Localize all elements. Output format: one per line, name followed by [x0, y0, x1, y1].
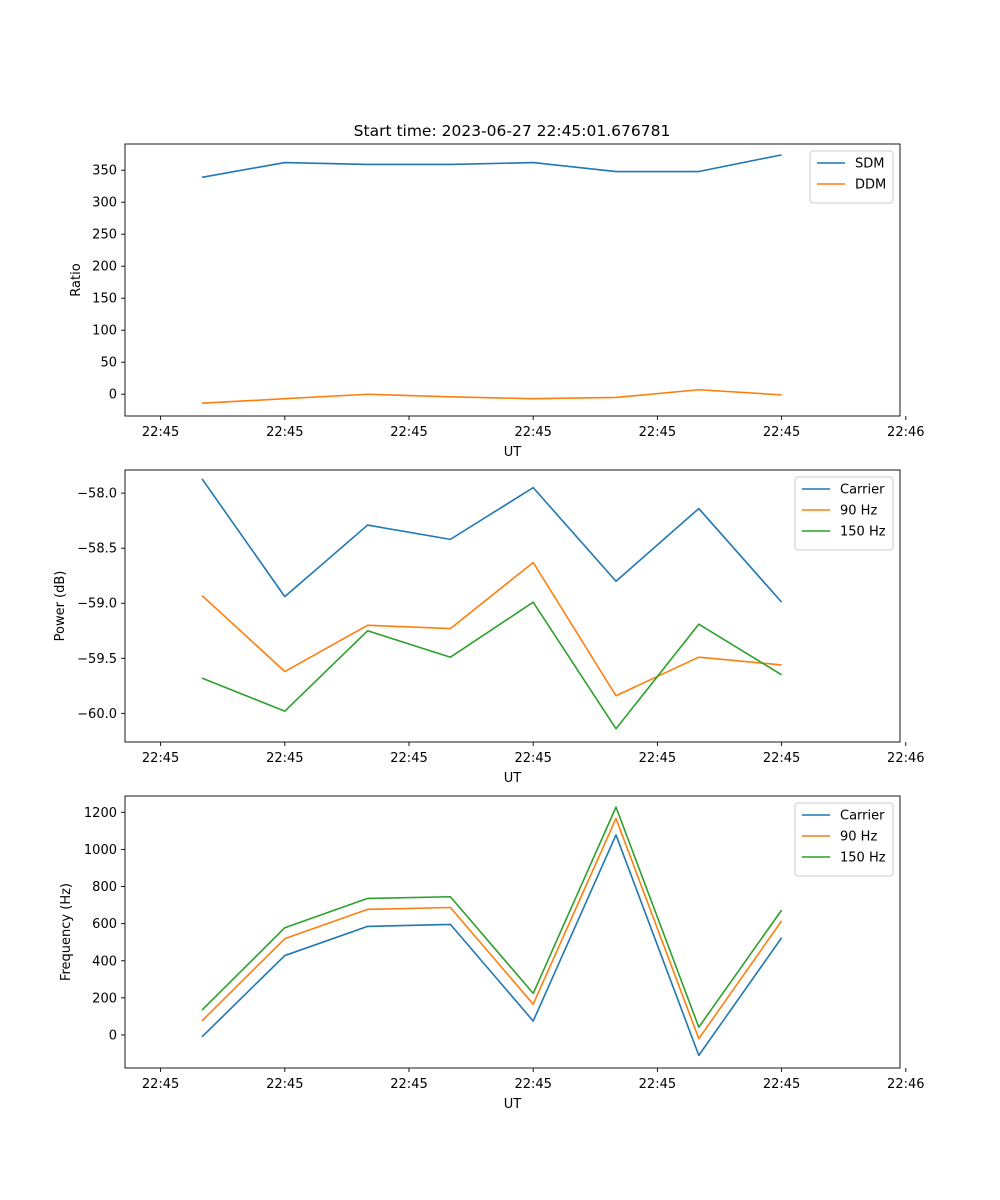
- axes-frame: [124, 469, 901, 743]
- axes-frame: [124, 795, 901, 1069]
- y-tick-label: −60.0: [77, 707, 117, 722]
- legend-entry: 90 Hz: [840, 504, 877, 519]
- x-axis-label: UT: [504, 1097, 522, 1112]
- legend-entry: 150 Hz: [840, 525, 886, 540]
- x-tick-label: 22:45: [763, 1077, 800, 1092]
- x-tick-label: 22:45: [763, 751, 800, 766]
- x-tick-label: 22:45: [142, 751, 179, 766]
- x-axis-label: UT: [504, 771, 522, 786]
- y-axis-label: Frequency (Hz): [59, 883, 74, 981]
- legend-box: [809, 150, 894, 204]
- legend-entry: Carrier: [840, 483, 885, 498]
- chart-panel-2: 22:45 22:45 22:45 22:45 22:45 22:45 22:46 −60.0…: [53, 469, 925, 786]
- x-tick-label: 22:45: [514, 751, 551, 766]
- legend: SDM DDM: [809, 150, 894, 204]
- x-tick-label: 22:45: [639, 1077, 676, 1092]
- series-line-carrier: [201, 834, 783, 1057]
- x-tick-label: 22:46: [887, 1077, 924, 1092]
- legend-entry: 90 Hz: [840, 830, 877, 845]
- x-tick-label: 22:45: [390, 751, 427, 766]
- x-tick-label: 22:45: [266, 1077, 303, 1092]
- x-tick-label: 22:45: [142, 425, 179, 440]
- y-tick-label: 200: [92, 991, 117, 1006]
- x-tick-label: 22:45: [639, 425, 676, 440]
- y-tick-label: −59.0: [77, 597, 117, 612]
- legend-entry: DDM: [855, 178, 886, 193]
- y-tick-label: 150: [92, 292, 117, 307]
- x-tick-label: 22:45: [266, 425, 303, 440]
- y-tick-label: 800: [92, 880, 117, 895]
- legend: Carrier 90 Hz 150 Hz: [794, 802, 894, 877]
- y-tick-label: 1000: [84, 843, 117, 858]
- x-tick-label: 22:46: [887, 751, 924, 766]
- series-line-150-hz: [201, 806, 783, 1028]
- y-axis-label: Power (dB): [53, 571, 68, 642]
- y-tick-label: 250: [92, 228, 117, 243]
- y-tick-label: 350: [92, 164, 117, 179]
- y-tick-label: −58.0: [77, 487, 117, 502]
- x-tick-label: 22:45: [390, 425, 427, 440]
- axes-frame: [124, 143, 901, 417]
- y-tick-label: 1200: [84, 806, 117, 821]
- chart-panel-3: 22:45 22:45 22:45 22:45 22:45 22:45 22:46 0 200 4…: [59, 795, 925, 1112]
- y-tick-label: 0: [109, 388, 117, 403]
- legend-entry: 150 Hz: [840, 851, 886, 866]
- y-tick-label: 600: [92, 917, 117, 932]
- x-tick-label: 22:45: [639, 751, 676, 766]
- x-axis-label: UT: [504, 445, 522, 460]
- series-line-150-hz: [201, 601, 783, 730]
- x-tick-label: 22:45: [514, 1077, 551, 1092]
- x-tick-label: 22:45: [142, 1077, 179, 1092]
- y-tick-label: 400: [92, 954, 117, 969]
- legend: Carrier 90 Hz 150 Hz: [794, 476, 894, 551]
- panels: 22:45 22:45 22:45 22:45 22:45 22:45 22:46 0 50 10…: [53, 143, 925, 1112]
- y-tick-label: −58.5: [77, 542, 117, 557]
- series-line-90-hz: [201, 561, 782, 697]
- x-tick-label: 22:45: [390, 1077, 427, 1092]
- figure-title: Start time: 2023-06-27 22:45:01.676781: [354, 122, 671, 140]
- y-tick-label: 0: [109, 1028, 117, 1043]
- series-line-sdm: [201, 154, 782, 179]
- x-tick-label: 22:45: [266, 751, 303, 766]
- x-tick-label: 22:46: [887, 425, 924, 440]
- x-tick-label: 22:45: [514, 425, 551, 440]
- y-tick-label: 300: [92, 196, 117, 211]
- series-line-90-hz: [201, 817, 783, 1040]
- series-line-carrier: [201, 478, 783, 603]
- y-tick-label: 100: [92, 324, 117, 339]
- y-tick-label: −59.5: [77, 652, 117, 667]
- y-tick-label: 50: [100, 356, 117, 371]
- chart-panel-1: 22:45 22:45 22:45 22:45 22:45 22:45 22:46 0 50 10…: [69, 143, 925, 460]
- legend-entry: Carrier: [840, 809, 885, 824]
- y-tick-label: 200: [92, 260, 117, 275]
- legend-entry: SDM: [855, 157, 884, 172]
- x-tick-label: 22:45: [763, 425, 800, 440]
- y-axis-label: Ratio: [69, 263, 84, 296]
- series-line-ddm: [201, 388, 782, 404]
